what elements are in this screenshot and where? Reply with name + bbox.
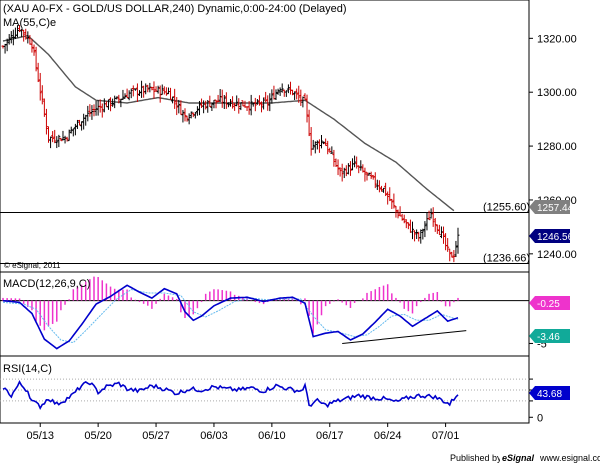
- macd-signal-line: [2, 288, 459, 344]
- price-axis-tick-label: 1240.00: [537, 249, 577, 261]
- signal-value-tag-text: -3.46: [537, 332, 560, 343]
- footer-esignal: eSignal: [502, 453, 535, 463]
- copyright: © eSignal, 2011: [4, 261, 61, 270]
- moving-average-line: [2, 34, 455, 212]
- ma-value-tag: 1257.44181: [529, 200, 590, 214]
- price-value-tag-text: 1246.566: [537, 232, 579, 243]
- x-axis-tick-label: 05/27: [142, 430, 170, 442]
- x-axis-tick-label: 05/20: [84, 430, 112, 442]
- price-value-tag-bg: [529, 229, 570, 243]
- x-axis-tick-label: 06/17: [316, 430, 344, 442]
- rsi-value-tag-bg: [529, 386, 570, 400]
- macd-value-tag: -0.25: [529, 296, 570, 310]
- price-axis-tick-label: 1280.00: [537, 141, 577, 153]
- footer-site: www.esignal.com: [539, 453, 600, 463]
- ma-value-tag-text: 1257.44181: [537, 203, 590, 214]
- horizontal-level-label: (1236.66): [483, 253, 530, 265]
- footer-published-by: Published by: [450, 453, 502, 463]
- macd-axis-tick-label: -5: [537, 338, 547, 350]
- price-panel-frame: [0, 0, 530, 273]
- rsi-value-tag: 43.68: [529, 386, 570, 400]
- x-axis-tick-label: 06/10: [258, 430, 286, 442]
- signal-value-tag-bg: [529, 329, 570, 343]
- x-axis-tick-label: 07/01: [432, 430, 460, 442]
- ma-value-tag-bg: [529, 200, 570, 214]
- x-axis-tick-label: 06/24: [374, 430, 402, 442]
- signal-value-tag: -3.46: [529, 329, 570, 343]
- x-axis-tick-label: 05/13: [26, 430, 54, 442]
- ma-indicator-label: MA(55,C)e: [3, 17, 56, 29]
- chart-title: (XAU A0-FX - GOLD/US DOLLAR,240) Dynamic…: [3, 3, 347, 15]
- rsi-axis-tick-label: 0: [537, 412, 543, 424]
- macd-trendline: [342, 330, 467, 344]
- rsi-label: RSI(14,C): [3, 363, 52, 375]
- macd-label: MACD(12,26,9,C): [3, 278, 90, 290]
- rsi-value-tag-text: 43.68: [537, 389, 562, 400]
- esignal-logo: [500, 453, 536, 464]
- horizontal-level-label: (1255.60): [483, 202, 530, 214]
- price-value-tag: 1246.566: [529, 229, 579, 243]
- macd-value-tag-bg: [529, 296, 570, 310]
- price-axis-tick-label: 1320.00: [537, 33, 577, 45]
- price-axis-tick-label: 1300.00: [537, 87, 577, 99]
- rsi-line: [2, 380, 459, 410]
- macd-line: [2, 284, 459, 350]
- macd-value-tag-text: -0.25: [537, 299, 560, 310]
- x-axis-tick-label: 06/03: [200, 430, 228, 442]
